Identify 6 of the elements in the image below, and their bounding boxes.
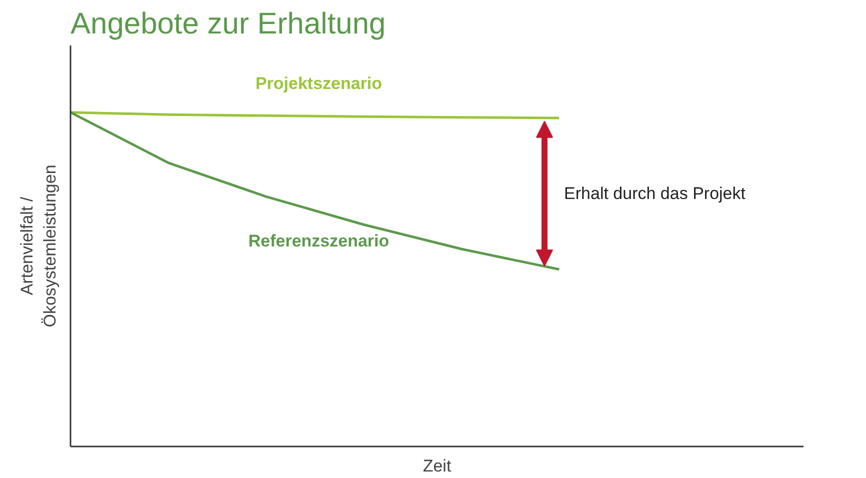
series-label: Referenzszenario <box>248 231 390 250</box>
x-axis-title: Zeit <box>422 456 452 476</box>
y-axis-title: Artenvielfalt / Ökosystemleistungen <box>18 164 60 328</box>
annotation: Erhalt durch das Projekt <box>564 184 746 204</box>
series-label: Projektszenario <box>255 74 382 93</box>
chart-title: Angebote zur Erhaltung <box>70 8 386 40</box>
